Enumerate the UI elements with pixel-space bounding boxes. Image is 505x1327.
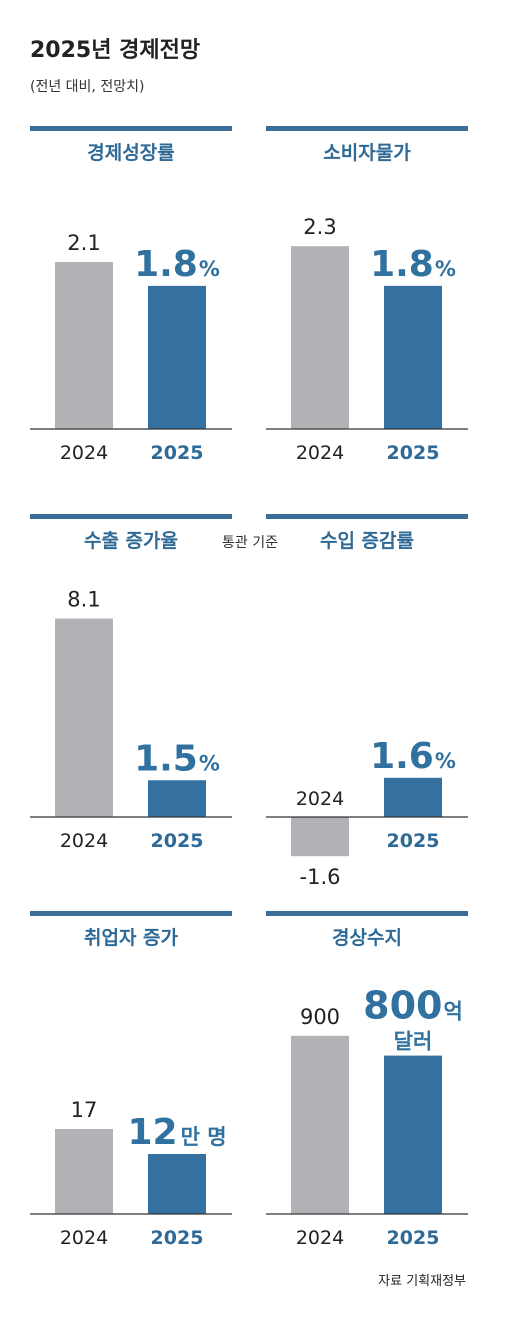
bar-2025 (148, 1154, 206, 1214)
panel-top-rule (266, 911, 468, 916)
value-label-2024: 2.1 (67, 231, 100, 255)
value-number: 1.8 (370, 244, 434, 285)
panel-top-rule (30, 911, 232, 916)
value-label-2025: 1.8% (370, 244, 456, 285)
chart-panels: 경제성장률 2.1 1.8% 2024 2025 소비자물가 2.3 1.8% 2024 2025… (30, 126, 468, 1249)
chart-panel: 수출 증가율 통관 기준 8.1 1.5% 2024 2025 (30, 514, 278, 852)
value-unit: % (199, 751, 220, 775)
bar-2025 (148, 285, 206, 429)
value-unit: % (435, 257, 456, 281)
value-label-2024: 900 (300, 1005, 340, 1029)
bar-2024 (55, 262, 113, 429)
panel-title: 경제성장률 (87, 142, 174, 164)
value-number: 1.8 (134, 244, 198, 285)
chart-panel: 소비자물가 2.3 1.8% 2024 2025 (266, 126, 468, 464)
panel-note: 통관 기준 (222, 535, 278, 551)
chart-panel: 취업자 증가 17 12 만 명 2024 2025 (30, 911, 232, 1249)
value-unit-2: 달러 (394, 1030, 433, 1054)
panel-top-rule (266, 126, 468, 131)
year-label-2025: 2025 (151, 830, 204, 852)
value-unit: % (199, 257, 220, 281)
bar-2025 (384, 1055, 442, 1214)
bar-2024 (291, 246, 349, 429)
value-label-2024: 8.1 (67, 588, 100, 612)
panel-title: 경상수지 (332, 927, 402, 949)
value-number: 1.6 (370, 736, 434, 777)
year-label-2024: 2024 (296, 1227, 344, 1249)
year-label-2024: 2024 (60, 830, 108, 852)
year-label-2024: 2024 (296, 442, 344, 464)
value-unit: 억 (444, 1000, 463, 1024)
chart-panel: 경제성장률 2.1 1.8% 2024 2025 (30, 126, 232, 464)
value-label-2025: 1.8% (134, 244, 220, 285)
value-label-2024: 17 (71, 1098, 98, 1122)
panel-title: 취업자 증가 (84, 927, 179, 949)
value-label-2025: 800억 (363, 984, 463, 1028)
panel-top-rule (30, 126, 232, 131)
value-label-2025: 1.5% (134, 738, 220, 779)
year-label-2025: 2025 (151, 1227, 204, 1249)
page-subtitle: (전년 대비, 전망치) (30, 79, 144, 95)
page-title: 2025년 경제전망 (30, 38, 200, 63)
panel-top-rule (30, 514, 232, 519)
bar-2025 (148, 780, 206, 817)
bar-2025 (384, 777, 442, 817)
value-label-2024: -1.6 (300, 865, 341, 889)
bar-2024 (55, 1129, 113, 1214)
panel-top-rule (266, 514, 468, 519)
year-label-2024: 2024 (60, 442, 108, 464)
value-label-2025: 1.6% (370, 736, 456, 777)
bar-2024 (55, 618, 113, 817)
source-credit: 자료 기획재정부 (378, 1274, 466, 1289)
year-label-2025: 2025 (387, 442, 440, 464)
value-number: 12 (127, 1112, 177, 1153)
year-label-2025: 2025 (387, 1227, 440, 1249)
year-label-2025: 2025 (151, 442, 204, 464)
year-label-2024: 2024 (296, 788, 344, 810)
value-unit: % (435, 749, 456, 773)
bar-2024 (291, 817, 349, 857)
value-number: 800 (363, 984, 442, 1028)
panel-title: 수입 증감률 (320, 530, 414, 552)
value-label-2024: 2.3 (303, 215, 336, 239)
bar-2025 (384, 285, 442, 429)
chart-panel: 수입 증감률 -1.6 1.6% 2024 2025 (266, 514, 468, 889)
bar-2024 (291, 1035, 349, 1214)
year-label-2024: 2024 (60, 1227, 108, 1249)
year-label-2025: 2025 (387, 830, 440, 852)
value-number: 1.5 (134, 738, 198, 779)
value-unit: 만 명 (181, 1125, 227, 1149)
value-label-2025: 12 만 명 (127, 1112, 226, 1153)
panel-title: 수출 증가율 (84, 530, 178, 552)
panel-title: 소비자물가 (323, 142, 411, 164)
